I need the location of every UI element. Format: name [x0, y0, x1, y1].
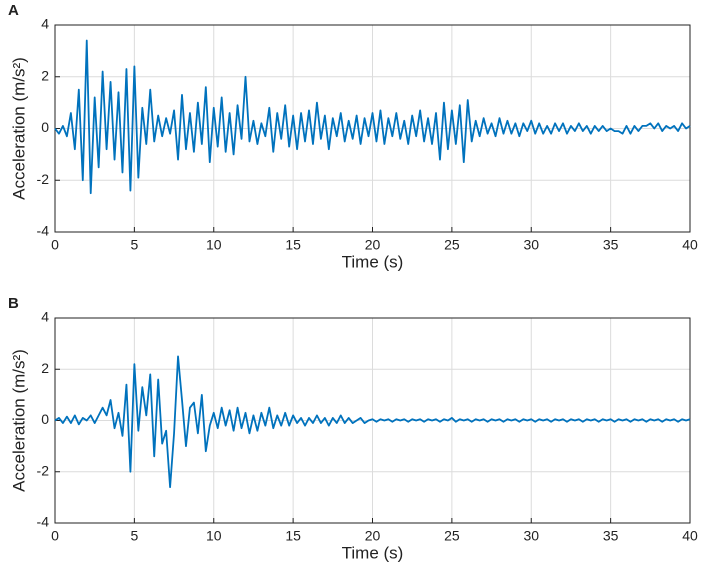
y-axis-title: Acceleration (m/s²) [9, 349, 28, 492]
y-tick-label: 2 [41, 67, 49, 83]
data-line [54, 39, 691, 195]
panel-label: B [8, 295, 19, 312]
x-tick-label: 40 [682, 237, 698, 253]
x-tick-label: 5 [130, 237, 138, 253]
y-tick-label: -2 [37, 462, 50, 478]
x-tick-label: 35 [603, 528, 619, 544]
data-line [54, 355, 691, 489]
x-tick-label: 0 [51, 528, 59, 544]
x-tick-label: 0 [51, 237, 59, 253]
y-tick-label: 4 [41, 16, 49, 32]
x-tick-label: 25 [444, 528, 460, 544]
y-tick-label: -4 [37, 223, 50, 239]
y-tick-label: -4 [37, 514, 50, 530]
y-tick-label: 2 [41, 360, 49, 376]
x-axis-title: Time (s) [342, 543, 404, 562]
x-tick-label: 25 [444, 237, 460, 253]
y-axis-title: Acceleration (m/s²) [9, 57, 28, 200]
x-tick-label: 15 [285, 237, 301, 253]
x-tick-label: 10 [206, 528, 222, 544]
x-tick-label: 15 [285, 528, 301, 544]
x-tick-label: 20 [365, 237, 381, 253]
y-tick-label: 4 [41, 309, 49, 325]
y-tick-label: -2 [37, 171, 50, 187]
y-tick-label: 0 [41, 119, 49, 135]
x-tick-label: 30 [523, 528, 539, 544]
x-tick-label: 40 [682, 528, 698, 544]
x-tick-label: 30 [523, 237, 539, 253]
x-tick-label: 10 [206, 237, 222, 253]
x-tick-label: 5 [130, 528, 138, 544]
y-tick-label: 0 [41, 411, 49, 427]
x-axis-title: Time (s) [342, 252, 404, 271]
panel-label: A [8, 2, 19, 19]
x-tick-label: 20 [365, 528, 381, 544]
x-tick-label: 35 [603, 237, 619, 253]
